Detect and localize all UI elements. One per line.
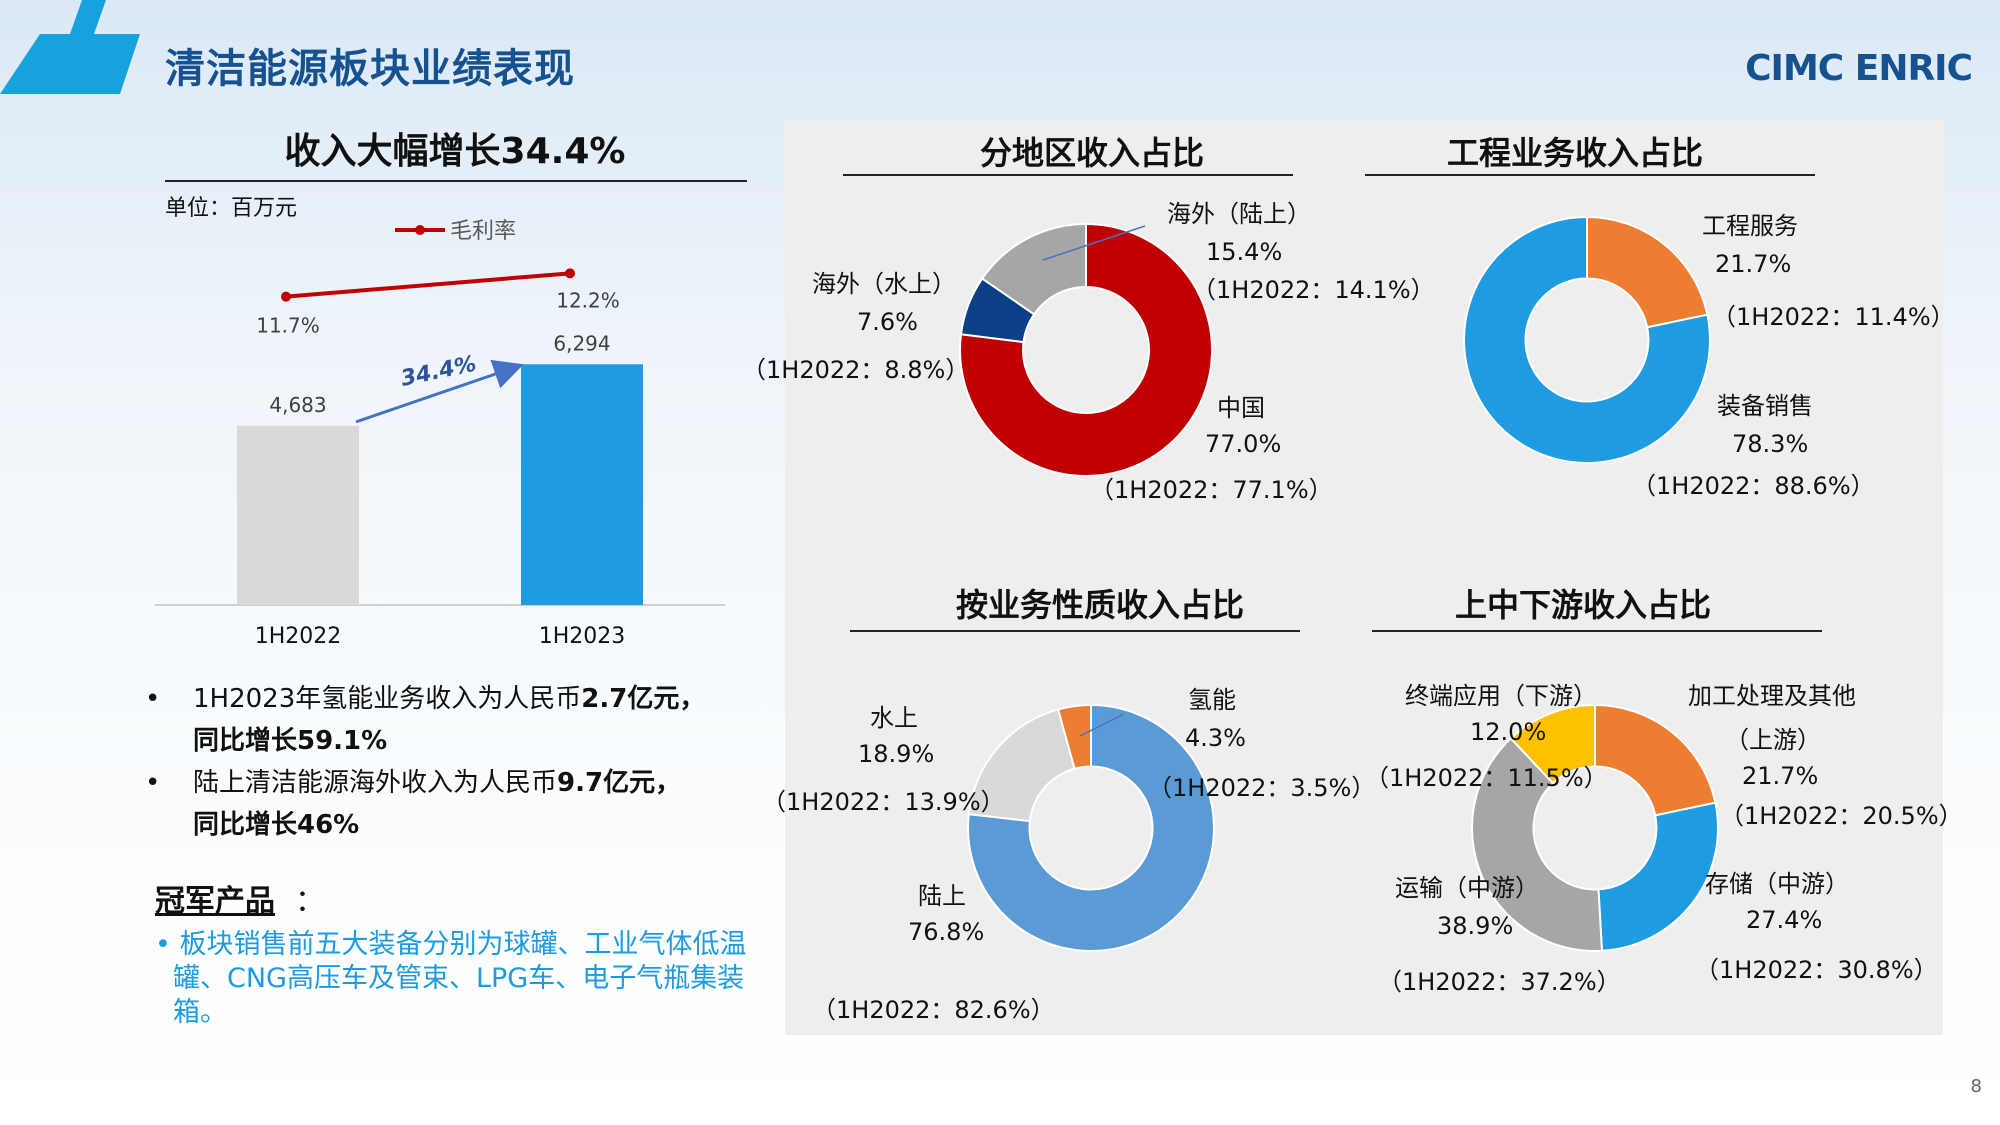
nature-hydrogen-prior: （1H2022：3.5%） [1148, 774, 1376, 802]
donut-slice-1 [1586, 215, 1709, 329]
bar-value-label: 6,294 [553, 331, 610, 355]
growth-arrow [355, 359, 524, 424]
x-tick-label: 1H2022 [255, 624, 342, 649]
region-land-prior: （1H2022：14.1%） [1192, 276, 1435, 304]
legend-marker [415, 225, 425, 235]
champion-products-title: 冠军产品 [155, 884, 275, 919]
chain-storage-prior: （1H2022：30.8%） [1695, 956, 1938, 984]
chain-storage-name: 存储（中游） [1705, 870, 1849, 898]
engineering-equipment-prior: （1H2022：88.6%） [1632, 472, 1875, 500]
champion-products-text: • 板块销售前五大装备分别为球罐、工业气体低温罐、CNG高压车及管束、LPG车、… [155, 929, 747, 1028]
revenue-bar-chart: 4,683 1H2022 6,294 1H2023 34.4% 11.7% 12.2% 毛利率 [155, 219, 725, 649]
highlight-text: 陆上清洁能源海外收入为人民币 [193, 768, 558, 798]
chain-transport-prior: （1H2022：37.2%） [1378, 968, 1621, 996]
nature-land-name: 陆上 [918, 882, 966, 910]
chain-transport-name: 运输（中游） [1395, 874, 1539, 902]
bar-1H2022 [237, 425, 359, 605]
chain-donut-chart [1471, 703, 1719, 952]
region-title-rule [843, 174, 1293, 176]
chain-upstream-name: 加工处理及其他 [1688, 682, 1856, 710]
chain-upstream-name-suffix: （上游） [1725, 726, 1821, 754]
nature-donut-chart [967, 703, 1215, 952]
region-sea-name: 海外（水上） [812, 270, 956, 298]
revenue-headline: 收入大幅增长34.4% [284, 131, 626, 172]
x-tick-label: 1H2023 [539, 624, 626, 649]
donut-slice-3 [1471, 736, 1604, 952]
highlight-figure: 9.7亿元， [557, 768, 682, 798]
donut-slice-4 [1509, 703, 1596, 785]
engineering-equipment-name: 装备销售 [1717, 392, 1813, 420]
bar-1H2023 [521, 364, 643, 605]
donut-slice-1 [1594, 703, 1717, 817]
region-china-prior: （1H2022：77.1%） [1090, 476, 1333, 504]
highlights-list: 1H2023年氢能业务收入为人民币2.7亿元， 同比增长59.1% 陆上清洁能源… [145, 678, 765, 846]
highlight-growth: 同比增长46% [193, 810, 360, 840]
donut-slice-3 [980, 222, 1087, 316]
chain-upstream-pct: 21.7% [1742, 762, 1819, 790]
page-number: 8 [1970, 1076, 1982, 1097]
chain-transport-pct: 38.9% [1437, 912, 1514, 940]
engineering-chart-title: 工程业务收入占比 [1446, 134, 1703, 172]
nature-hydrogen-pct: 4.3% [1185, 724, 1246, 752]
legend-label: 毛利率 [450, 219, 516, 244]
donut-slice-2 [967, 703, 1215, 952]
chain-terminal-prior: （1H2022：11.5%） [1365, 764, 1608, 792]
region-sea-pct: 7.6% [857, 308, 918, 336]
donut-slice-1 [959, 222, 1213, 477]
margin-value-label: 11.7% [256, 314, 320, 338]
brand-logo: CIMC ENRIC [1745, 48, 1973, 89]
bar-value-label: 4,683 [269, 393, 326, 417]
region-china-pct: 77.0% [1205, 430, 1282, 458]
engineering-service-name: 工程服务 [1702, 212, 1798, 240]
region-land-name: 海外（陆上） [1167, 200, 1311, 228]
page-title: 清洁能源板块业绩表现 [165, 46, 575, 92]
donut-slice-2 [1597, 801, 1719, 952]
header-accent [0, 34, 140, 94]
region-leader-line [1042, 225, 1146, 261]
region-donut-chart [959, 222, 1213, 477]
highlight-growth: 同比增长59.1% [193, 726, 388, 756]
chain-terminal-pct: 12.0% [1470, 718, 1547, 746]
margin-point [565, 268, 575, 279]
nature-chart-title: 按业务性质收入占比 [955, 586, 1244, 624]
region-china-name: 中国 [1217, 394, 1265, 422]
margin-point [281, 291, 291, 302]
champion-colon: ： [295, 884, 325, 919]
highlight-figure: 2.7亿元， [581, 684, 706, 714]
nature-sea-name: 水上 [870, 704, 918, 732]
nature-leader-line [1079, 713, 1125, 737]
header-accent-slash [70, 0, 106, 34]
nature-title-rule [850, 630, 1300, 632]
nature-sea-prior: （1H2022：13.9%） [762, 788, 1005, 816]
revenue-mix-panel [785, 120, 1943, 1035]
engineering-service-prior: （1H2022：11.4%） [1712, 303, 1955, 331]
highlight-text: 1H2023年氢能业务收入为人民币 [193, 684, 582, 714]
nature-land-pct: 76.8% [908, 918, 985, 946]
nature-land-prior: （1H2022：82.6%） [812, 996, 1055, 1024]
growth-arrow-label: 34.4% [399, 352, 479, 392]
highlight-item-hydrogen: 1H2023年氢能业务收入为人民币2.7亿元， 同比增长59.1% [145, 678, 765, 762]
nature-sea-pct: 18.9% [858, 740, 935, 768]
region-land-pct: 15.4% [1206, 238, 1283, 266]
chain-upstream-prior: （1H2022：20.5%） [1720, 802, 1963, 830]
engineering-donut-chart [1463, 215, 1711, 464]
chain-chart-title: 上中下游收入占比 [1454, 586, 1711, 624]
highlight-item-overseas: 陆上清洁能源海外收入为人民币9.7亿元， 同比增长46% [145, 762, 765, 846]
donut-slice-2 [1463, 215, 1711, 464]
engineering-title-rule [1365, 174, 1815, 176]
unit-label: 单位：百万元 [165, 196, 298, 221]
chain-terminal-name: 终端应用（下游） [1405, 682, 1597, 710]
region-chart-title: 分地区收入占比 [979, 134, 1204, 172]
engineering-service-pct: 21.7% [1715, 250, 1792, 278]
region-sea-prior: （1H2022：8.8%） [742, 356, 970, 384]
engineering-equipment-pct: 78.3% [1732, 430, 1809, 458]
donut-slice-1 [1056, 703, 1092, 770]
margin-line [285, 271, 571, 299]
chain-title-rule [1372, 630, 1822, 632]
chain-storage-pct: 27.4% [1746, 906, 1823, 934]
nature-hydrogen-name: 氢能 [1188, 686, 1236, 714]
margin-value-label: 12.2% [556, 288, 620, 312]
headline-rule [165, 180, 747, 182]
